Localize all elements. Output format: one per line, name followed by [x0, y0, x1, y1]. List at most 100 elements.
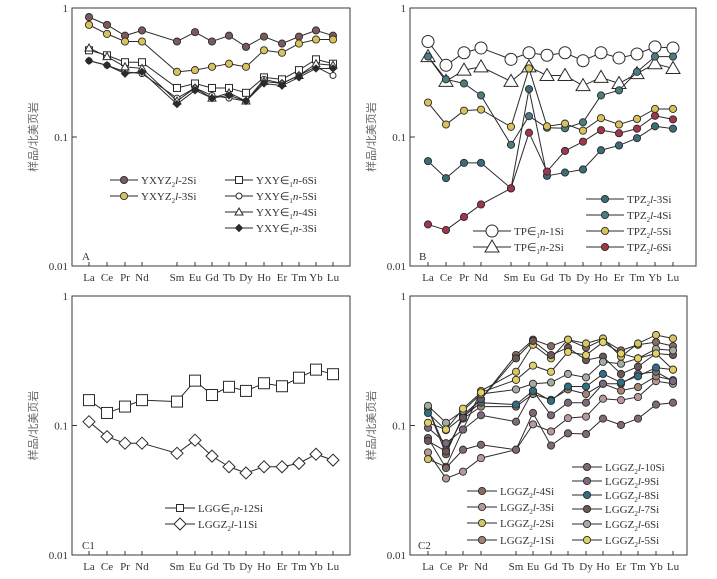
legend-item: LGGZ2l-9Si — [572, 476, 659, 490]
data-point — [171, 395, 183, 408]
data-point — [581, 373, 591, 382]
data-point — [668, 124, 678, 133]
legend-marker — [484, 239, 500, 253]
legend-label: LGGZ2l-4Si — [500, 486, 554, 500]
x-tick-label: Dy — [239, 561, 253, 573]
data-point — [632, 124, 642, 133]
x-tick-label: Tm — [291, 561, 307, 573]
y-tick-label: 1 — [401, 291, 407, 303]
data-point — [633, 414, 643, 423]
data-point — [651, 363, 661, 372]
series-tpz2l-6si — [423, 111, 678, 235]
data-point — [593, 69, 609, 83]
data-point — [546, 367, 556, 376]
data-point — [441, 225, 451, 235]
data-point — [328, 64, 338, 73]
data-point — [563, 398, 573, 407]
x-tick-label: Tb — [559, 272, 572, 284]
data-point — [441, 439, 451, 448]
legend-item: LGGZ2l-1Si — [467, 535, 554, 549]
data-point — [441, 447, 451, 456]
data-point — [423, 436, 433, 445]
data-point — [456, 62, 472, 76]
x-tick-label: La — [83, 561, 95, 573]
legend-label: LGGZ2l-10Si — [605, 462, 665, 476]
data-point — [329, 71, 337, 79]
data-point — [578, 126, 588, 135]
legend: TP∈1n-1Si TP∈1n-2Si TPZ2l-3Si TPZ2l-4Si TPZ2… — [473, 194, 671, 256]
data-point — [293, 371, 305, 384]
legend-label: LGGZ2l-6Si — [605, 519, 659, 533]
legend-item: YXY∈1n-3Si — [225, 223, 317, 237]
panel-label: C1 — [82, 540, 95, 552]
legend-item: LGGZ2l-5Si — [572, 535, 659, 549]
legend-item: LGGZ2l-10Si — [572, 462, 665, 476]
legend-label: YXY∈1n-5Si — [256, 191, 317, 205]
data-point — [668, 52, 678, 61]
data-point — [668, 104, 678, 113]
data-point — [173, 83, 181, 92]
data-point — [259, 79, 269, 88]
x-tick-label: Ce — [101, 561, 113, 573]
data-point — [102, 29, 112, 38]
panel-label: B — [419, 251, 426, 263]
x-tick-label: Pr — [458, 561, 468, 573]
data-point — [578, 118, 588, 127]
data-point — [205, 449, 219, 463]
legend-label: LGGZ2l-8Si — [605, 490, 659, 504]
data-point — [476, 388, 486, 397]
data-point — [476, 91, 486, 100]
legend-marker — [600, 210, 610, 220]
data-point — [596, 146, 606, 155]
data-point — [581, 429, 591, 439]
data-point — [581, 350, 591, 360]
x-tick-label: Sm — [509, 561, 524, 573]
data-point — [102, 61, 112, 70]
data-point — [542, 167, 552, 176]
data-point — [224, 91, 234, 100]
series-yxyz2l-3si — [84, 20, 338, 76]
y-tick-label: 0.1 — [54, 132, 68, 144]
data-point — [277, 48, 287, 57]
data-point — [474, 41, 488, 55]
data-point — [476, 105, 486, 114]
series-lggz2l-11si — [82, 414, 340, 480]
legend-marker — [477, 486, 487, 496]
data-point — [224, 31, 234, 40]
data-point — [563, 382, 573, 391]
data-point — [459, 79, 469, 88]
data-point — [614, 120, 624, 129]
legend-label: TPZ2l-5Si — [627, 226, 671, 240]
data-point — [616, 396, 626, 405]
data-point — [328, 35, 338, 44]
legend-item: YXY∈1n-5Si — [225, 191, 317, 205]
data-point — [598, 369, 608, 379]
data-point — [294, 73, 304, 82]
data-point — [258, 377, 270, 390]
legend-marker — [477, 518, 487, 528]
data-point — [188, 433, 202, 447]
data-point — [459, 106, 469, 115]
data-point — [598, 414, 608, 423]
data-point — [190, 66, 200, 75]
data-point — [578, 137, 588, 146]
legend-marker — [582, 462, 592, 472]
data-point — [633, 372, 643, 381]
data-point — [423, 455, 433, 464]
x-tick-label: Lu — [667, 561, 680, 573]
data-point — [650, 104, 660, 113]
data-point — [630, 47, 644, 61]
x-tick-label: Ho — [257, 272, 271, 284]
data-point — [528, 408, 538, 418]
data-point — [311, 64, 321, 73]
data-point — [522, 46, 536, 60]
x-tick-label: Yb — [309, 272, 323, 284]
data-point — [546, 342, 556, 351]
x-tick-label: La — [422, 561, 434, 573]
data-point — [439, 58, 453, 72]
data-point — [528, 386, 538, 395]
data-point — [651, 400, 661, 409]
x-tick-label: Yb — [309, 561, 323, 573]
y-tick-label: 1 — [63, 3, 69, 15]
